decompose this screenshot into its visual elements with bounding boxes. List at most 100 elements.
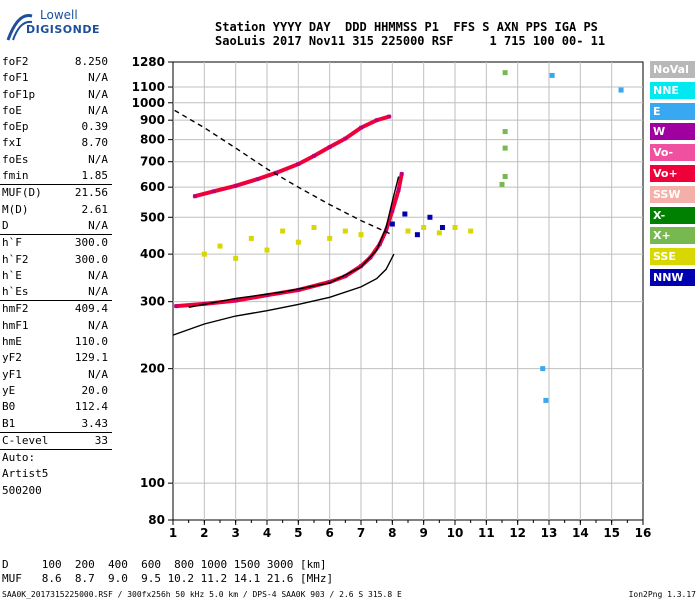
param-row: foF1 N/A bbox=[0, 70, 112, 86]
params-group-4: hmF2 409.4 hmF1 N/A hmE 110.0 yF2 129.1 yF1 N/A yE… bbox=[0, 301, 112, 431]
param-value: 300.0 bbox=[74, 236, 108, 250]
param-value: 8.70 bbox=[81, 136, 109, 150]
param-row: hmF1 N/A bbox=[0, 318, 112, 334]
echo-point bbox=[343, 274, 348, 279]
param-row: h`Es N/A bbox=[0, 284, 112, 300]
param-label: yF1 bbox=[2, 367, 22, 381]
param-label: h`F bbox=[2, 236, 22, 250]
param-label: foF1 bbox=[2, 71, 29, 85]
param-label: fmin bbox=[2, 169, 29, 183]
echo-point bbox=[327, 235, 333, 241]
param-label: yF2 bbox=[2, 351, 22, 365]
separator bbox=[0, 449, 112, 451]
x-tick-label: 11 bbox=[478, 526, 495, 540]
param-label: yE bbox=[2, 383, 16, 397]
file-info: SAA0K_2017315225000.RSF / 300fx256h 50 k… bbox=[2, 590, 402, 599]
x-tick-label: 13 bbox=[541, 526, 558, 540]
muf-row: MUF 8.6 8.7 9.0 9.5 10.2 11.2 14.1 21.6 … bbox=[2, 572, 334, 585]
echo-trace bbox=[192, 114, 392, 199]
echo-point bbox=[342, 228, 348, 234]
param-label: B0 bbox=[2, 400, 16, 414]
legend-item: Vo- bbox=[650, 144, 695, 162]
x-tick-label: 5 bbox=[294, 526, 302, 540]
param-label: C-level bbox=[2, 433, 49, 447]
legend-item: NoVal bbox=[650, 61, 695, 78]
param-row: foE N/A bbox=[0, 103, 112, 119]
param-value: N/A bbox=[88, 218, 108, 232]
echo-point bbox=[374, 118, 379, 123]
param-row: yE 20.0 bbox=[0, 383, 112, 399]
legend-item: Vo+ bbox=[650, 165, 695, 182]
distance-row: D 100 200 400 600 800 1000 1500 3000 [km… bbox=[2, 558, 327, 571]
logo-line1: Lowell bbox=[40, 8, 78, 22]
logo-arc-icon bbox=[6, 14, 33, 41]
legend-item: X+ bbox=[650, 227, 695, 245]
echo-point bbox=[502, 129, 508, 135]
auto-line3: 500200 bbox=[2, 483, 42, 497]
echo-point bbox=[399, 171, 404, 176]
echo-point bbox=[192, 194, 197, 199]
echo-point bbox=[502, 145, 508, 151]
param-row: foEp 0.39 bbox=[0, 119, 112, 135]
param-row: B0 112.4 bbox=[0, 399, 112, 415]
param-value: N/A bbox=[88, 152, 108, 166]
x-tick-label: 6 bbox=[325, 526, 333, 540]
param-value: 300.0 bbox=[74, 252, 108, 266]
y-tick-label: 1000 bbox=[132, 96, 165, 110]
param-value: N/A bbox=[88, 367, 108, 381]
param-row: M(D) 2.61 bbox=[0, 202, 112, 218]
echo-point bbox=[255, 177, 260, 182]
params-group-2: MUF(D) 21.56 M(D) 2.61 D N/A bbox=[0, 185, 112, 234]
param-value: 1.85 bbox=[81, 169, 109, 183]
param-row: foF2 8.250 bbox=[0, 54, 112, 70]
param-label: foF1p bbox=[2, 87, 36, 101]
echo-point bbox=[312, 153, 316, 158]
y-tick-label: 800 bbox=[140, 133, 165, 147]
param-value: 2.61 bbox=[81, 202, 109, 216]
param-value: 33 bbox=[94, 433, 108, 447]
param-row: yF2 129.1 bbox=[0, 350, 112, 366]
echo-point bbox=[549, 72, 555, 78]
echo-point bbox=[427, 214, 433, 220]
param-label: foF2 bbox=[2, 55, 29, 68]
echo-point bbox=[540, 366, 546, 372]
param-value: N/A bbox=[88, 71, 108, 85]
param-value: N/A bbox=[88, 285, 108, 299]
x-tick-label: 8 bbox=[388, 526, 396, 540]
x-tick-label: 2 bbox=[200, 526, 208, 540]
echo-point bbox=[414, 232, 420, 238]
params-group-5: C-level 33 bbox=[0, 433, 112, 449]
separator bbox=[0, 431, 112, 433]
echo-point bbox=[327, 145, 332, 150]
param-value: 3.43 bbox=[81, 416, 109, 430]
auto-line2: Artist5 bbox=[2, 467, 49, 481]
legend-item: NNW bbox=[650, 269, 695, 286]
x-tick-label: 14 bbox=[572, 526, 589, 540]
echo-point bbox=[396, 187, 401, 192]
param-label: foEs bbox=[2, 152, 29, 166]
echo-point bbox=[468, 228, 474, 234]
param-value: 110.0 bbox=[74, 335, 108, 349]
param-row: h`F 300.0 bbox=[0, 235, 112, 251]
echo-point bbox=[359, 125, 363, 130]
legend-item: SSW bbox=[650, 185, 695, 203]
separator bbox=[0, 300, 112, 302]
echo-point bbox=[502, 70, 508, 76]
param-label: M(D) bbox=[2, 202, 29, 216]
param-value: 0.39 bbox=[81, 120, 109, 134]
y-tick-label: 700 bbox=[140, 155, 165, 169]
echo-point bbox=[502, 174, 508, 179]
y-tick-label: 1280 bbox=[132, 55, 165, 69]
echo-point bbox=[174, 304, 179, 309]
x-tick-label: 7 bbox=[357, 526, 365, 540]
echo-point bbox=[217, 243, 223, 249]
echo-point bbox=[233, 298, 238, 303]
param-label: hmF1 bbox=[2, 318, 29, 332]
param-label: D bbox=[2, 218, 9, 232]
echo-point bbox=[452, 224, 458, 230]
param-value: 409.4 bbox=[74, 302, 108, 316]
param-value: 112.4 bbox=[74, 400, 108, 414]
param-value: 8.250 bbox=[74, 55, 108, 68]
y-tick-label: 900 bbox=[140, 113, 165, 127]
